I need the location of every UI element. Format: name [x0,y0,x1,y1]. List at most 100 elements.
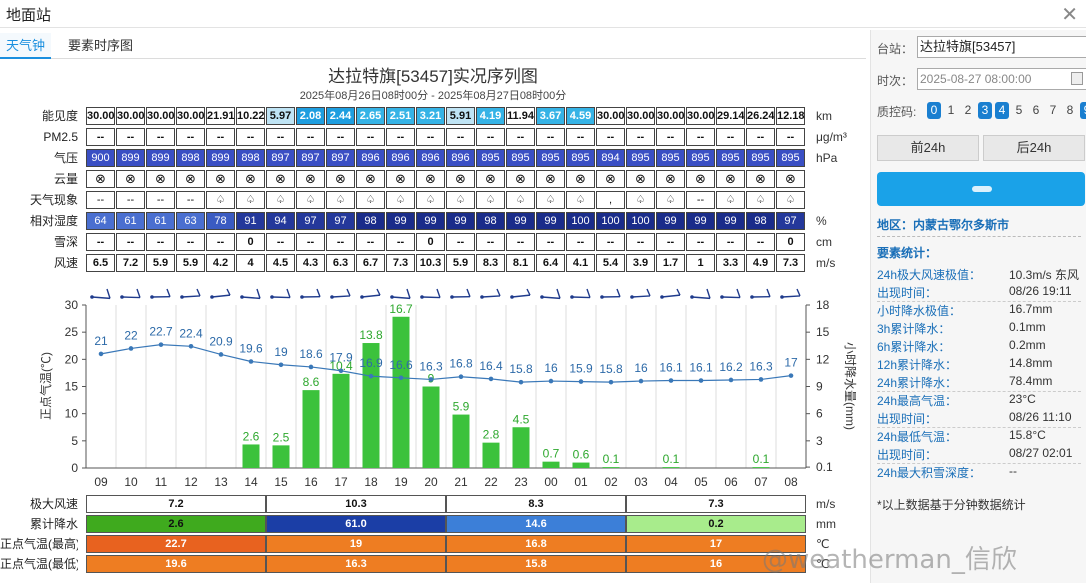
table-cell: 0 [776,233,805,251]
table-cell: 0 [236,233,265,251]
qc-code-8[interactable]: 8 [1066,103,1074,117]
rain-label: 5.9 [453,400,470,414]
wind-barb-icon [600,288,621,299]
row-label: PM2.5 [43,130,78,144]
table-cell: -- [236,128,265,146]
table-cell: ⊗ [746,170,775,188]
table-cell: 100 [596,212,625,230]
table-row: PM2.5 -- -- -- -- -- -- -- -- -- -- -- -- -- -- -- -- -- -… [0,127,866,148]
qc-code-9[interactable]: 9 [1080,102,1086,119]
table-cell: 99 [656,212,685,230]
table-cell: 899 [146,149,175,167]
table-cell: -- [716,128,745,146]
next-24h-button[interactable]: 后24h [983,135,1085,161]
row-label: 云量 [53,172,78,186]
temp-label: 22.7 [149,325,173,339]
table-cell: -- [116,191,145,209]
table-cell: -- [326,128,355,146]
temp-point [488,376,494,382]
rain-bar [572,462,590,468]
temp-point [548,378,554,384]
temp-point [128,346,134,351]
table-cell: ♤ [386,191,415,209]
table-cell: ♤ [266,191,295,209]
table-cell: 5.9 [446,254,475,272]
table-cell: ♤ [626,191,655,209]
table-cell: -- [86,233,115,251]
table-cell: 10.22 [236,107,265,125]
stat-value: 08/27 02:01 [1009,446,1073,460]
prev-24h-button[interactable]: 前24h [877,135,979,161]
summary-label: 正点气温(最低) [0,557,78,571]
table-cell: -- [146,191,175,209]
table-cell: 2.51 [386,107,415,125]
tab-bar: 天气钟 要素时序图 [0,33,866,59]
loading-icon [972,186,992,192]
temp-point [248,359,254,364]
y-tick-label: 0 [71,461,78,475]
table-cell: 2.65 [356,107,385,125]
rain-bar [362,343,380,468]
stat-key: 出现时间： [877,448,938,462]
query-button[interactable] [877,172,1085,206]
table-cell: ⊗ [266,170,295,188]
y-tick-label: 15 [65,380,79,394]
y2-tick-label: 9 [816,380,823,394]
table-row: 气压 900 899 899 898 899 898 897 897 897 896 896 896 89… [0,148,866,169]
y-tick-label: 20 [65,352,79,366]
table-cell: 3.21 [416,107,445,125]
time-input[interactable]: 2025-08-27 08:00:00 [917,68,1086,90]
x-tick-label: 08 [784,475,798,489]
temp-label: 22.4 [179,326,203,340]
table-cell: -- [176,128,205,146]
qc-code-4[interactable]: 4 [995,102,1009,119]
qc-code-7[interactable]: 7 [1049,103,1057,117]
x-tick-label: 16 [304,475,318,489]
temp-point [458,374,464,380]
summary-unit: ℃ [816,557,830,571]
qc-code-5[interactable]: 5 [1015,103,1023,117]
table-cell: ♤ [716,191,745,209]
table-row: 雪深 -- -- -- -- -- 0 -- -- -- -- -- 0 -- -- -- -- -- -- -- --… [0,232,866,253]
table-cell: 6.5 [86,254,115,272]
wind-barb-icon [780,288,801,299]
calendar-icon[interactable] [1071,72,1083,85]
table-cell: ⊗ [86,170,115,188]
table-cell: 6.4 [536,254,565,272]
table-cell: 0 [416,233,445,251]
stat-row: 6h累计降水： 0.2mm [877,338,1046,355]
table-cell: ♤ [296,191,325,209]
y2-tick-label: 3 [816,434,823,448]
table-cell: 10.3 [416,254,445,272]
qc-code-1[interactable]: 1 [947,103,955,117]
temp-label: 16.2 [719,360,743,374]
divider [877,301,1081,302]
x-tick-label: 23 [514,475,528,489]
table-cell: 29.14 [716,107,745,125]
stat-key: 6h累计降水： [877,340,951,354]
stat-value: -- [1009,464,1017,478]
station-select[interactable]: 达拉特旗[53457] [917,36,1086,58]
wind-barb-icon [540,288,561,300]
temp-point [728,377,734,383]
table-cell: 97 [326,212,355,230]
y2-axis-title: 小时降水量(mm) [843,342,857,430]
stat-row: 出现时间： 08/26 19:11 [877,284,1072,301]
table-cell: ⊗ [296,170,325,188]
tab-weather-clock[interactable]: 天气钟 [0,33,52,59]
qc-code-3[interactable]: 3 [978,102,992,119]
x-tick-label: 04 [664,475,678,489]
close-icon[interactable]: ✕ [1061,4,1078,26]
qc-code-2[interactable]: 2 [964,103,972,117]
table-cell: -- [626,233,655,251]
table-cell: 898 [176,149,205,167]
table-cell: 99 [446,212,475,230]
table-cell: -- [566,128,595,146]
chart-subtitle: 2025年08月26日08时00分 - 2025年08月27日08时00分 [299,90,567,102]
tab-element-timeseries[interactable]: 要素时序图 [68,38,134,53]
qc-code-0[interactable]: 0 [927,102,941,119]
qc-code-6[interactable]: 6 [1032,103,1040,117]
table-cell: 30.00 [146,107,175,125]
stat-row: 出现时间： 08/27 02:01 [877,446,1072,463]
table-row: 云量 ⊗ ⊗ ⊗ ⊗ ⊗ ⊗ ⊗ ⊗ ⊗ ⊗ ⊗ ⊗ ⊗ ⊗ ⊗ ⊗ ⊗ ⊗ ⊗ ⊗ ⊗ ⊗ ⊗ ⊗ [0,169,866,190]
